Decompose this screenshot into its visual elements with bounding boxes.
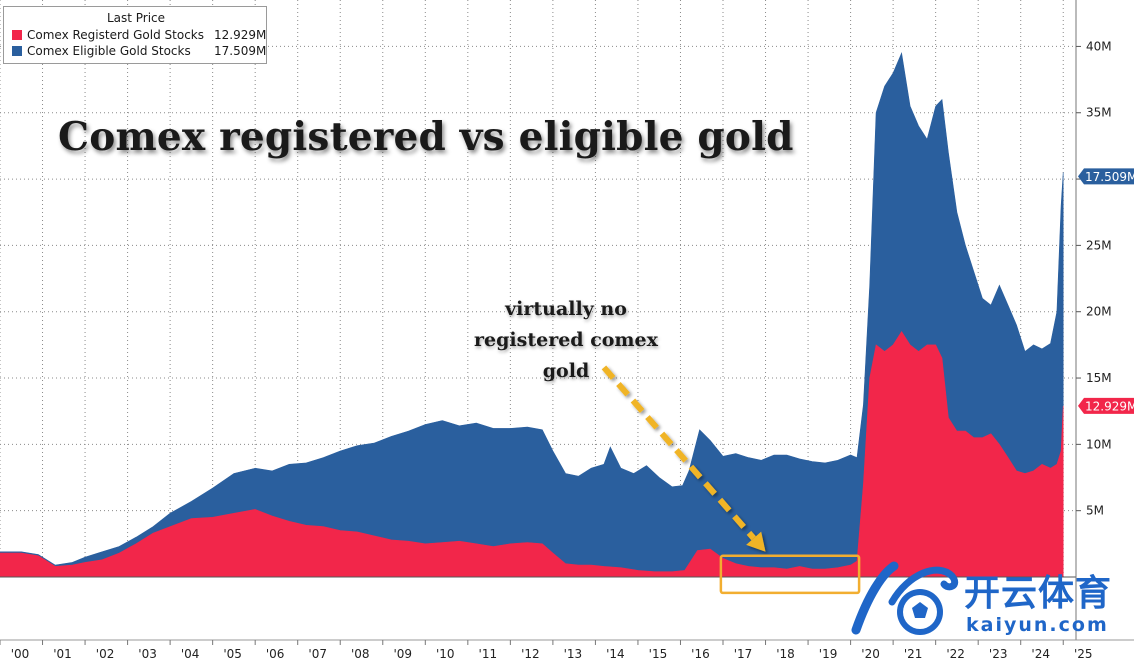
y-tick-label: 20M [1086,305,1112,319]
x-tick-label: '16 [691,647,710,660]
x-tick-label: '12 [521,647,540,660]
x-tick-label: '13 [564,647,583,660]
y-tick-label: 5M [1086,504,1104,518]
x-tick-label: '15 [649,647,668,660]
last-value-tag-eligible: 17.509M [1078,168,1134,185]
watermark: 开云体育 kaiyun.com [848,556,1130,648]
y-tick-label: 10M [1086,437,1112,451]
y-tick-label: 25M [1086,238,1112,252]
x-tick-label: '02 [96,647,115,660]
annotation-arrow-head [746,531,766,552]
last-value-tag-bg [1078,168,1134,185]
legend-item-eligible: Comex Eligible Gold Stocks 17.509M [12,44,266,59]
x-tick-label: '11 [479,647,498,660]
x-tick-label: '07 [308,647,327,660]
x-tick-label: '09 [393,647,412,660]
watermark-logo-icon [851,561,959,635]
y-tick-label: 35M [1086,106,1112,120]
x-tick-label: '05 [223,647,242,660]
x-tick-label: '06 [266,647,285,660]
x-tick-label: '00 [11,647,30,660]
legend-item-registered: Comex Registerd Gold Stocks 12.929M [12,28,266,43]
x-tick-label: '01 [53,647,72,660]
x-tick-label: '10 [436,647,455,660]
last-value-tag-text: 17.509M [1085,170,1134,184]
x-tick-label: '20 [861,647,880,660]
watermark-text-en: kaiyun.com [966,614,1109,636]
x-tick-label: '04 [181,647,200,660]
annotation-text: virtually no registered comex gold [448,294,684,387]
annotation-line: gold [542,360,590,382]
y-tick-label: 15M [1086,371,1112,385]
legend-swatch-eligible [12,46,22,56]
annotation-highlight-box [719,554,861,595]
last-value-tag-text: 12.929M [1085,399,1134,413]
legend-label-registered: Comex Registerd Gold Stocks [27,28,204,42]
y-tick-label: 40M [1086,39,1112,53]
watermark-text-cn: 开云体育 [964,573,1113,614]
x-tick-label: '17 [734,647,753,660]
x-tick-label: '08 [351,647,370,660]
last-value-tag-registered: 12.929M [1078,397,1134,414]
x-tick-label: '19 [819,647,838,660]
chart-title: Comex registered vs eligible gold [58,114,794,160]
annotation-arrow-shaft [601,365,756,541]
legend-label-eligible: Comex Eligible Gold Stocks [27,44,191,58]
x-tick-label: '23 [989,647,1008,660]
area-registered-gold [0,331,1064,578]
annotation-line: registered comex [474,329,658,351]
series-areas [0,52,1064,578]
annotation-line: virtually no [505,298,627,320]
axes [0,0,1134,641]
x-tick-label: '03 [138,647,157,660]
x-tick-label: '14 [606,647,625,660]
x-tick-label: '22 [946,647,965,660]
tick-labels: 5M10M15M20M25M30M35M40M'00'01'02'03'04'0… [0,39,1134,660]
legend-value-eligible: 17.509M [214,44,267,58]
legend: Last Price Comex Registerd Gold Stocks 12… [3,6,267,64]
x-tick-label: '18 [776,647,795,660]
x-tick-label: '24 [1031,647,1050,660]
legend-swatch-registered [12,30,22,40]
last-value-tag-bg [1078,397,1134,414]
legend-title: Last Price [106,11,166,25]
annotation-layer [601,365,861,595]
legend-value-registered: 12.929M [214,28,267,42]
x-tick-label: '21 [904,647,923,660]
x-tick-label: '25 [1074,647,1093,660]
